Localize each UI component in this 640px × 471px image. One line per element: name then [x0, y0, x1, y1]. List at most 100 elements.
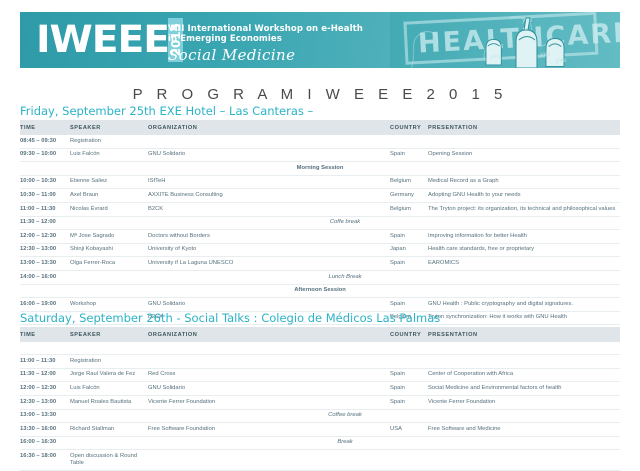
- cell-organization: GNU Solidario: [148, 297, 391, 312]
- cell-presentation: GNU Health : Public cryptography and dig…: [428, 297, 621, 312]
- svg-text:yes: yes: [489, 53, 500, 60]
- cell-time: 16:00 – 16:30: [20, 436, 70, 451]
- cell-speaker: Luis Falcón: [70, 381, 148, 396]
- cell-country: [390, 135, 429, 149]
- banner-subtitle: VIII International Workshop on e-Health …: [168, 24, 363, 64]
- table-row: 10:00 – 10:30 Etienne Saliez ISfTeH Belgium…: [20, 175, 621, 190]
- cell-organization: Vicente Ferrer Foundation: [148, 395, 391, 410]
- cell-time: [20, 311, 70, 326]
- cell-organization: B2CK: [148, 202, 391, 217]
- cell-organization: ISfTeH: [148, 175, 391, 190]
- cell-presentation: Free Software and Medicine: [428, 422, 621, 437]
- cell-country: [390, 449, 429, 471]
- cell-time: 09:30 – 10:00: [20, 148, 70, 163]
- cell-time: 11:00 – 11:30: [20, 354, 70, 369]
- cell-country: Spain: [390, 229, 429, 244]
- cell-speaker: Luis Falcón: [70, 148, 148, 163]
- table-row: 11:00 – 11:30 Registration: [20, 354, 621, 369]
- cell-speaker: Workshop: [70, 297, 148, 312]
- cell-time: 13:00 – 13:30: [20, 256, 70, 271]
- cell-presentation: Center of Cooperation with Africa: [428, 368, 621, 383]
- column-header-organization: ORGANIZATION: [148, 327, 391, 342]
- break-label: Coffe break: [70, 216, 621, 231]
- cell-time: 11:30 – 12:00: [20, 216, 70, 231]
- cell-time: 08:45 – 09:30: [20, 135, 70, 149]
- cell-speaker: Registration: [70, 135, 148, 149]
- banner-script-title: Social Medicine: [168, 46, 296, 64]
- spacer-cell: [20, 342, 621, 356]
- cell-speaker: Open discussion & Round Table: [70, 449, 148, 471]
- friday-heading: Friday, September 25th EXE Hotel – Las C…: [20, 104, 314, 118]
- cell-country: Belgium: [390, 311, 429, 326]
- break-label: Lunch Break: [70, 270, 621, 285]
- cell-presentation: Opening Session: [428, 148, 621, 163]
- cell-speaker: Manuel Roales Bautista: [70, 395, 148, 410]
- cell-country: Spain: [390, 381, 429, 396]
- table-header-row: TIME SPEAKER ORGANIZATION COUNTRY PRESEN…: [20, 327, 621, 342]
- subtitle-line-1: VIII International Workshop on e-Health: [168, 24, 363, 34]
- table-row: 08:45 – 09:30 Registration: [20, 135, 621, 149]
- table-row: B2CK Belgium Tryton synchronization: How i…: [20, 311, 621, 326]
- page-title: P R O G R A M I W E E E 2 0 1 5: [132, 86, 508, 103]
- subtitle-line-2: in Emerging Economies: [168, 33, 282, 44]
- cell-organization: University of Kyoto: [148, 243, 391, 258]
- program-page: HEALTHCARE: [20, 12, 621, 471]
- break-row: 14:00 – 16:00 Lunch Break: [20, 270, 621, 285]
- logo-year-badge: 2015: [168, 18, 184, 62]
- cell-presentation: Medical Record as a Graph: [428, 175, 621, 190]
- cell-time: 13:30 – 16:00: [20, 422, 70, 437]
- cell-presentation: The Tryton project: its organization, it…: [428, 202, 621, 217]
- svg-text:yes: yes: [539, 51, 550, 58]
- cell-presentation: Improving information for better Health: [428, 229, 621, 244]
- cell-country: Spain: [390, 395, 429, 410]
- cell-speaker: Olga Ferrer-Roca: [70, 256, 148, 271]
- column-header-time: TIME: [20, 120, 70, 135]
- break-row: 16:00 – 16:30 Break: [20, 436, 621, 451]
- friday-schedule-table: TIME SPEAKER ORGANIZATION COUNTRY PRESEN…: [20, 120, 621, 339]
- cell-presentation: EAROMICS: [428, 256, 621, 271]
- column-header-time: TIME: [20, 327, 70, 342]
- table-row: 09:30 – 10:00 Luis Falcón GNU Solidario Spa…: [20, 148, 621, 163]
- table-row: 12:00 – 12:30 Luis Falcón GNU Solidario Spa…: [20, 381, 621, 396]
- cell-organization: AXXITE Business Consulting: [148, 188, 391, 203]
- cell-country: USA: [390, 422, 429, 437]
- cell-country: Germany: [390, 188, 429, 203]
- table-row: 11:00 – 11:30 Nicolas Évrard B2CK Belgium Th…: [20, 202, 621, 217]
- cell-time: 10:00 – 10:30: [20, 175, 70, 190]
- saturday-schedule-table: TIME SPEAKER ORGANIZATION COUNTRY PRESEN…: [20, 327, 621, 471]
- column-header-country: COUNTRY: [390, 327, 429, 342]
- cell-speaker: Nicolas Évrard: [70, 202, 148, 217]
- cell-presentation: Tryton synchronization: How it works wit…: [428, 311, 621, 326]
- break-row: 11:30 – 12:00 Coffe break: [20, 216, 621, 231]
- cell-country: Spain: [390, 256, 429, 271]
- healthcare-artwork-icon: HEALTHCARE: [390, 12, 620, 68]
- cell-presentation: Health care standards, free or proprieta…: [428, 243, 621, 258]
- cell-time: 13:00 – 13:30: [20, 409, 70, 424]
- saturday-section: Saturday, September 26th - Social Talks …: [20, 311, 621, 471]
- saturday-heading: Saturday, September 26th - Social Talks …: [20, 311, 441, 325]
- cell-organization: GNU Solidario: [148, 381, 391, 396]
- column-header-speaker: SPEAKER: [70, 327, 148, 342]
- cell-country: Spain: [390, 297, 429, 312]
- session-divider-row: Afternoon Session: [20, 284, 621, 299]
- table-row: 12:00 – 12:30 Mª Jose Sagrado Doctors with…: [20, 229, 621, 244]
- logo-text: IWEEE: [36, 18, 170, 61]
- session-divider-row: Morning Session: [20, 161, 621, 176]
- column-header-speaker: SPEAKER: [70, 120, 148, 135]
- cell-organization: Doctors without Borders: [148, 229, 391, 244]
- cell-organization: [148, 449, 391, 471]
- svg-text:yes: yes: [521, 17, 532, 24]
- cell-organization: [148, 135, 391, 149]
- cell-time: 12:00 – 12:30: [20, 229, 70, 244]
- column-header-country: COUNTRY: [390, 120, 429, 135]
- cell-speaker: Axel Braun: [70, 188, 148, 203]
- cell-presentation: [428, 354, 621, 369]
- column-header-organization: ORGANIZATION: [148, 120, 391, 135]
- friday-table-body: 08:45 – 09:30 Registration 09:30 – 10:00 Lu…: [20, 135, 621, 339]
- table-row: 16:00 – 19:00 Workshop GNU Solidario Spain G…: [20, 297, 621, 312]
- cell-time: 10:30 – 11:00: [20, 188, 70, 203]
- cell-organization: University if La Laguna UNESCO: [148, 256, 391, 271]
- cell-speaker: Registration: [70, 354, 148, 369]
- cell-presentation: Adopting GNU Health to your needs: [428, 188, 621, 203]
- cell-speaker: Jorge Raul Valera de Fez: [70, 368, 148, 383]
